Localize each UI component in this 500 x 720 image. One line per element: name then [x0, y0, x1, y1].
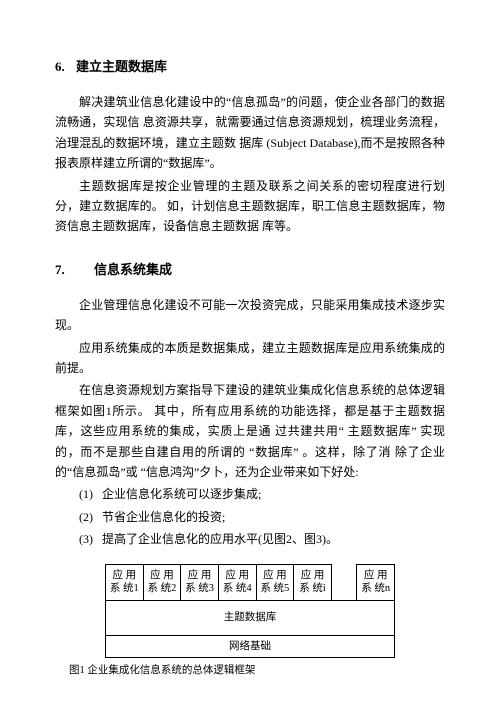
- list-item-1: (1) 企业信息化系统可以逐步集成;: [79, 484, 445, 504]
- figure-1: 应 用系 统1 应 用系 统2 应 用系 统3 应 用系 统4 应 用系 统5 …: [105, 564, 395, 659]
- list-text-1: 企业信息化系统可以逐步集成;: [102, 487, 261, 501]
- sec7-para-3: 在信息资源规划方案指导下建设的建筑业集成化信息系统的总体逻辑框架如图1所示。 其…: [55, 380, 445, 482]
- sec6-para-2: 主题数据库是按企业管理的主题及联系之间关系的密切程度进行划分，建立数据库的。 如…: [55, 176, 445, 237]
- subject-db-cell: 主题数据库: [106, 600, 395, 635]
- app-cell-1: 应 用系 统1: [106, 564, 144, 600]
- list-num-2: (2): [79, 510, 102, 524]
- section-6-heading: 6. 建立主题数据库: [55, 56, 445, 78]
- app-cell-6: 应 用系 统i: [294, 564, 332, 600]
- fig-row-net: 网络基础: [106, 635, 395, 658]
- section-6-title: 建立主题数据库: [76, 59, 167, 74]
- sec7-para-2: 应用系统集成的本质是数据集成，建立主题数据库是应用系统集成的前提。: [55, 338, 445, 379]
- network-cell: 网络基础: [106, 635, 395, 658]
- section-7-title: 信息系统集成: [76, 262, 172, 277]
- list-num-1: (1): [79, 487, 102, 501]
- list-text-2: 节省企业信息化的投资;: [102, 510, 225, 524]
- app-cell-2: 应 用系 统2: [143, 564, 181, 600]
- fig-row-db: 主题数据库: [106, 600, 395, 635]
- figure-1-diagram: 应 用系 统1 应 用系 统2 应 用系 统3 应 用系 统4 应 用系 统5 …: [105, 564, 395, 659]
- app-cell-4: 应 用系 统4: [218, 564, 256, 600]
- app-cell-n: 应 用系 统n: [357, 564, 395, 600]
- list-item-3: (3) 提高了企业信息化的应用水平(见图2、图3)。: [79, 529, 445, 549]
- section-6-number: 6.: [55, 56, 73, 78]
- section-7-heading: 7. 信息系统集成: [55, 259, 445, 281]
- list-num-3: (3): [79, 532, 102, 546]
- app-cell-5: 应 用系 统5: [256, 564, 294, 600]
- sec6-para-1: 解决建筑业信息化建设中的“信息孤岛”的问题，使企业各部门的数据流畅通，实现信 息…: [55, 92, 445, 174]
- sec7-para-1: 企业管理信息化建设不可能一次投资完成，只能采用集成技术逐步实现。: [55, 295, 445, 336]
- list-text-3: 提高了企业信息化的应用水平(见图2、图3)。: [102, 532, 338, 546]
- fig-row-apps: 应 用系 统1 应 用系 统2 应 用系 统3 应 用系 统4 应 用系 统5 …: [106, 564, 395, 600]
- app-cell-3: 应 用系 统3: [181, 564, 219, 600]
- app-spacer: [331, 564, 356, 600]
- list-item-2: (2) 节省企业信息化的投资;: [79, 507, 445, 527]
- section-7-number: 7.: [55, 259, 73, 281]
- figure-1-caption: 图1 企业集成化信息系统的总体逻辑框架: [69, 662, 445, 680]
